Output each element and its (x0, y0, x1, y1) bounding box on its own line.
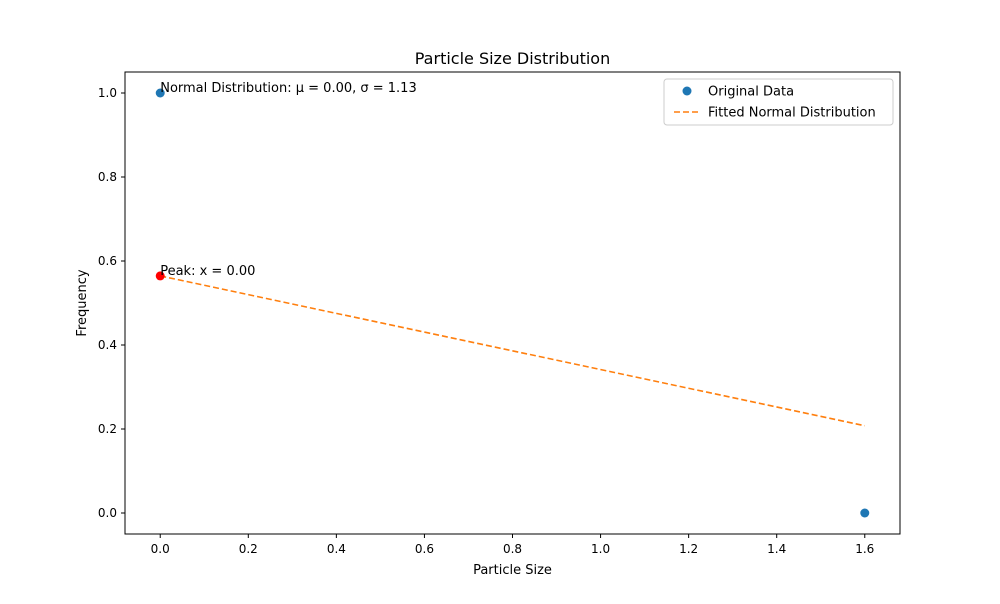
legend-entry-label: Fitted Normal Distribution (708, 106, 876, 121)
peak-marker (155, 271, 165, 281)
y-tick-label: 0.6 (98, 254, 117, 268)
y-axis-ticks: 0.0 0.2 0.4 0.6 0.8 1.0 (98, 86, 125, 520)
legend-box (663, 78, 894, 126)
chart-title: Particle Size Distribution (415, 49, 610, 68)
x-axis-label: Particle Size (473, 563, 552, 578)
y-tick-label: 1.0 (98, 86, 117, 100)
plot-area (155, 88, 870, 518)
x-tick-label: 0.8 (503, 542, 522, 556)
fitted-line (160, 275, 865, 427)
y-tick-label: 0.2 (98, 422, 117, 436)
data-point (155, 88, 165, 98)
legend-entry-label: Original Data (708, 85, 794, 100)
annotation-label: Normal Distribution: μ = 0.00, σ = 1.13 (160, 81, 417, 96)
legend-entries: Original Data Fitted Normal Distribution (674, 85, 876, 121)
annotations: Normal Distribution: μ = 0.00, σ = 1.13 P… (160, 81, 417, 279)
legend: Original Data Fitted Normal Distribution (663, 78, 894, 126)
x-tick-label: 0.2 (239, 542, 258, 556)
x-tick-label: 0.0 (151, 542, 170, 556)
annotation-label: Peak: x = 0.00 (160, 264, 255, 279)
data-point (860, 508, 870, 518)
x-axis-ticks: 0.0 0.2 0.4 0.6 0.8 1.0 1.2 1.4 1.6 (151, 534, 874, 556)
x-tick-label: 1.2 (679, 542, 698, 556)
x-tick-label: 1.0 (591, 542, 610, 556)
x-tick-label: 0.4 (327, 542, 346, 556)
y-axis-label: Frequency (75, 269, 90, 336)
y-tick-label: 0.0 (98, 506, 117, 520)
x-tick-label: 1.4 (767, 542, 786, 556)
y-tick-label: 0.4 (98, 338, 117, 352)
legend-marker-swatch (682, 86, 692, 96)
x-tick-label: 0.6 (415, 542, 434, 556)
y-tick-label: 0.8 (98, 170, 117, 184)
x-tick-label: 1.6 (855, 542, 874, 556)
